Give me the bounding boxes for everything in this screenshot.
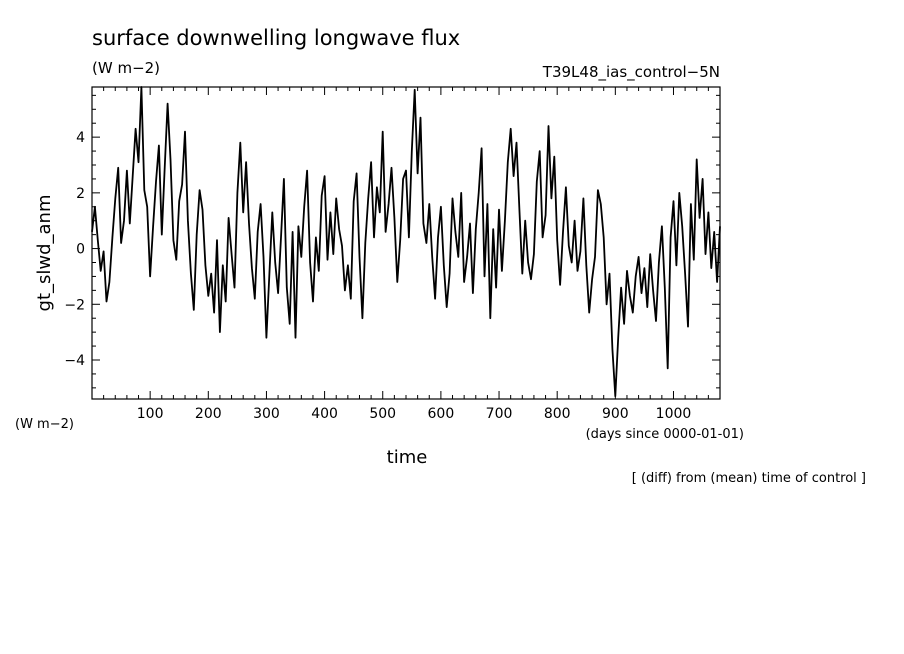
x-axis-label: time <box>387 447 428 468</box>
footnote: [ (diff) from (mean) time of control ] <box>632 471 866 486</box>
y-tick-label: 2 <box>76 186 85 202</box>
units-left-label: (W m−2) <box>15 417 74 432</box>
y-tick-label: −4 <box>64 353 85 369</box>
x-tick-label: 600 <box>428 406 455 422</box>
x-tick-label: 900 <box>602 406 629 422</box>
chart-title: surface downwelling longwave flux <box>92 26 460 50</box>
x-tick-label: 100 <box>137 406 164 422</box>
x-tick-label: 500 <box>369 406 396 422</box>
y-tick-label: 4 <box>76 130 85 146</box>
y-tick-label: −2 <box>64 297 85 313</box>
x-tick-label: 300 <box>253 406 280 422</box>
x-tick-label: 800 <box>544 406 571 422</box>
run-name-label: T39L48_ias_control−5N <box>542 63 720 82</box>
series-group <box>91 86 721 398</box>
units-top-label: (W m−2) <box>92 59 160 77</box>
plot-frame <box>91 86 721 400</box>
x-tick-label: 200 <box>195 406 222 422</box>
x-units-label: (days since 0000-01-01) <box>586 427 744 442</box>
x-tick-label: 400 <box>311 406 338 422</box>
x-tick-label: 700 <box>486 406 513 422</box>
y-axis-label: gt_slwd_anm <box>34 195 55 312</box>
series-line <box>91 86 721 398</box>
x-tick-label: 1000 <box>656 406 692 422</box>
y-tick-label: 0 <box>76 242 85 258</box>
plot-axes: 100 200 300 400 500 600 700 800 900 1000 −4 −2 0 2 4 <box>64 86 721 422</box>
